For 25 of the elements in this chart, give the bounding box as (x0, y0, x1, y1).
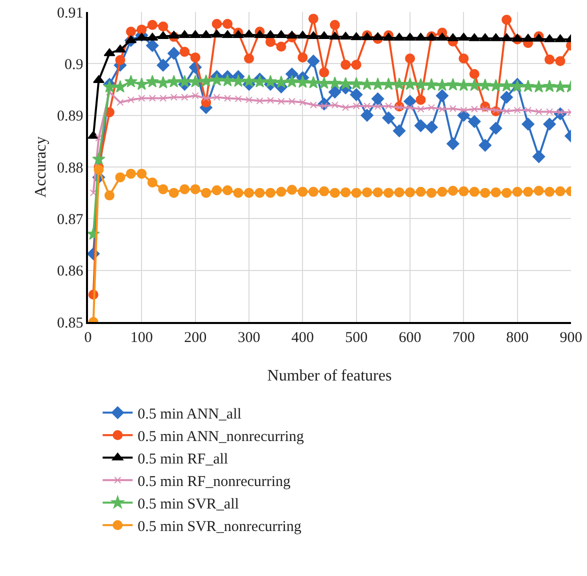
x-tick-label: 600 (398, 330, 422, 346)
legend-label: 0.5 min ANN_all (138, 406, 242, 422)
legend-label: 0.5 min SVR_all (138, 496, 239, 512)
y-tick-label: 0.91 (57, 5, 84, 22)
x-tick-label: 200 (184, 330, 207, 346)
x-tick-label: 900 (560, 330, 582, 346)
x-axis-title: Number of features (267, 368, 392, 384)
x-tick-label: 300 (238, 330, 260, 346)
x-tick-label: 100 (130, 330, 153, 346)
x-tick-label: 400 (291, 330, 314, 346)
y-tick-label: 0.87 (57, 212, 84, 228)
y-tick-label: 0.86 (57, 264, 84, 280)
y-tick-label: 0.9 (64, 56, 84, 73)
x-tick-label: 0 (84, 330, 92, 346)
x-tick-label: 500 (345, 330, 368, 346)
x-tick-label: 800 (506, 330, 529, 346)
x-tick-label: 700 (452, 330, 475, 346)
y-tick-label: 0.85 (57, 315, 84, 332)
legend-label: 0.5 min RF_all (138, 452, 228, 468)
legend-label: 0.5 min RF_nonrecurring (138, 474, 292, 490)
y-axis-title: Accuracy (32, 136, 50, 198)
legend-label: 0.5 min SVR_nonrecurring (138, 519, 302, 535)
y-tick-label: 0.89 (57, 108, 84, 125)
y-tick-label: 0.88 (57, 160, 84, 176)
legend-label: 0.5 min ANN_nonrecurring (138, 429, 304, 445)
